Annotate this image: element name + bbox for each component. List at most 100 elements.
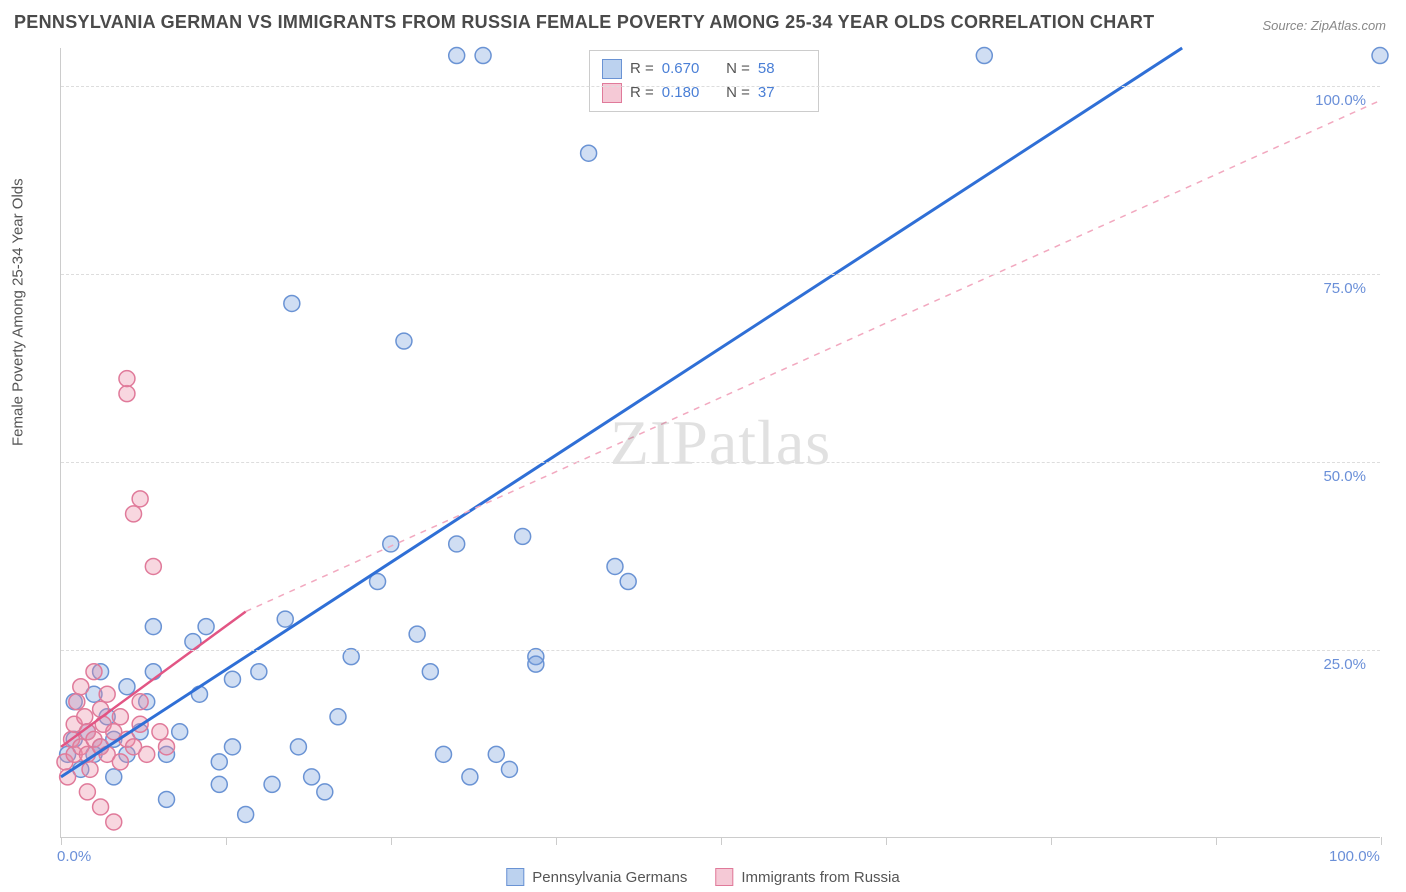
- legend-swatch: [715, 868, 733, 886]
- data-point: [112, 754, 128, 770]
- data-point: [422, 664, 438, 680]
- data-point: [93, 799, 109, 815]
- data-point: [132, 491, 148, 507]
- stats-legend-row: R = 0.670 N = 58: [602, 57, 806, 81]
- data-point: [159, 739, 175, 755]
- stat-r-value: 0.670: [662, 57, 710, 81]
- x-tick: [1216, 837, 1217, 845]
- stats-legend: R = 0.670 N = 58 R = 0.180 N = 37: [589, 50, 819, 112]
- stats-legend-row: R = 0.180 N = 37: [602, 81, 806, 105]
- y-axis-label: Female Poverty Among 25-34 Year Olds: [10, 178, 27, 446]
- data-point: [145, 558, 161, 574]
- data-point: [99, 686, 115, 702]
- data-point: [436, 746, 452, 762]
- gridline: [61, 462, 1380, 463]
- gridline: [61, 86, 1380, 87]
- data-point: [284, 295, 300, 311]
- x-tick-label: 100.0%: [1329, 848, 1380, 865]
- data-point: [620, 574, 636, 590]
- x-tick: [391, 837, 392, 845]
- data-point: [224, 671, 240, 687]
- data-point: [383, 536, 399, 552]
- stat-n-label: N =: [718, 57, 750, 81]
- data-point: [145, 664, 161, 680]
- data-point: [581, 145, 597, 161]
- data-point: [264, 776, 280, 792]
- data-point: [343, 649, 359, 665]
- data-point: [462, 769, 478, 785]
- data-point: [119, 386, 135, 402]
- gridline: [61, 650, 1380, 651]
- x-tick: [61, 837, 62, 845]
- x-tick-label: 0.0%: [57, 848, 91, 865]
- data-point: [86, 664, 102, 680]
- legend-swatch: [602, 59, 622, 79]
- gridline: [61, 274, 1380, 275]
- data-point: [132, 694, 148, 710]
- data-point: [238, 806, 254, 822]
- data-point: [224, 739, 240, 755]
- data-point: [501, 761, 517, 777]
- x-tick: [1381, 837, 1382, 845]
- stat-n-label: N =: [718, 81, 750, 105]
- data-point: [304, 769, 320, 785]
- stat-n-value: 58: [758, 57, 806, 81]
- chart-title: PENNSYLVANIA GERMAN VS IMMIGRANTS FROM R…: [14, 12, 1154, 33]
- data-point: [198, 619, 214, 635]
- data-point: [69, 694, 85, 710]
- trend-line-extrapolated: [246, 101, 1380, 612]
- bottom-legend-item: Immigrants from Russia: [715, 868, 899, 886]
- data-point: [119, 371, 135, 387]
- data-point: [528, 656, 544, 672]
- data-point: [396, 333, 412, 349]
- x-tick: [721, 837, 722, 845]
- stat-r-label: R =: [630, 57, 654, 81]
- x-tick: [886, 837, 887, 845]
- data-point: [211, 776, 227, 792]
- y-tick-label: 25.0%: [1323, 656, 1366, 673]
- data-point: [106, 769, 122, 785]
- data-point: [277, 611, 293, 627]
- data-point: [106, 814, 122, 830]
- plot-area: ZIPatlas R =0.670 N =58R =0.180 N =37 25…: [60, 48, 1380, 838]
- bottom-legend-item: Pennsylvania Germans: [506, 868, 687, 886]
- data-point: [139, 746, 155, 762]
- legend-swatch: [506, 868, 524, 886]
- data-point: [409, 626, 425, 642]
- y-tick-label: 75.0%: [1323, 280, 1366, 297]
- data-point: [607, 558, 623, 574]
- stat-r-value: 0.180: [662, 81, 710, 105]
- data-point: [192, 686, 208, 702]
- data-point: [1372, 48, 1388, 64]
- data-point: [145, 619, 161, 635]
- x-tick: [226, 837, 227, 845]
- trend-line: [61, 48, 1182, 777]
- data-point: [82, 761, 98, 777]
- data-point: [317, 784, 333, 800]
- legend-label: Pennsylvania Germans: [532, 869, 687, 886]
- data-point: [126, 506, 142, 522]
- x-tick: [1051, 837, 1052, 845]
- y-tick-label: 50.0%: [1323, 468, 1366, 485]
- legend-label: Immigrants from Russia: [741, 869, 899, 886]
- data-point: [330, 709, 346, 725]
- data-point: [79, 784, 95, 800]
- data-point: [488, 746, 504, 762]
- data-point: [251, 664, 267, 680]
- stat-n-value: 37: [758, 81, 806, 105]
- data-point: [449, 536, 465, 552]
- data-point: [290, 739, 306, 755]
- data-point: [119, 679, 135, 695]
- data-point: [475, 48, 491, 64]
- data-point: [449, 48, 465, 64]
- bottom-legend: Pennsylvania Germans Immigrants from Russ…: [506, 868, 899, 886]
- data-point: [976, 48, 992, 64]
- chart-svg: [61, 48, 1380, 837]
- data-point: [77, 709, 93, 725]
- y-tick-label: 100.0%: [1315, 92, 1366, 109]
- data-point: [172, 724, 188, 740]
- data-point: [159, 791, 175, 807]
- data-point: [152, 724, 168, 740]
- x-tick: [556, 837, 557, 845]
- stat-r-label: R =: [630, 81, 654, 105]
